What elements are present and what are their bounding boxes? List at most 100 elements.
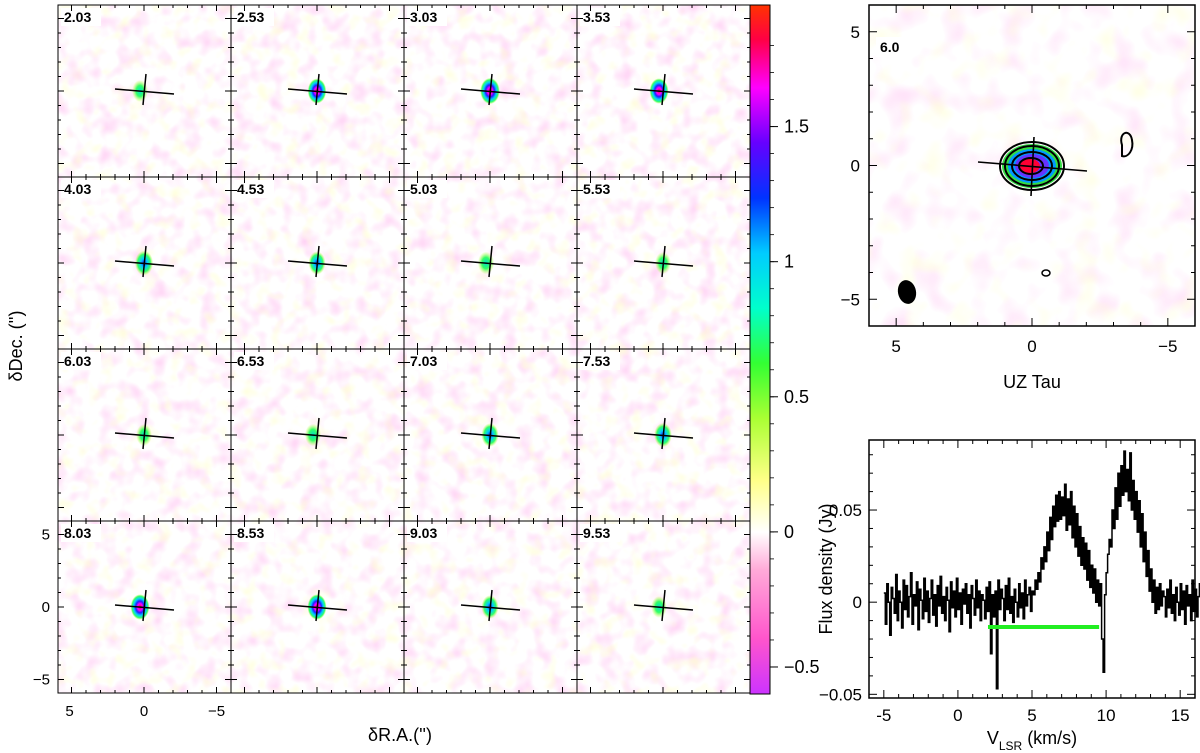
channel-label-box [61,8,101,26]
channel-panel: 2.53 [230,4,405,178]
moment-contour-small [1041,269,1051,277]
channel-velocity-label: 4.53 [237,181,264,197]
channel-ytick-label: 0 [42,599,50,616]
moment-xtick-label: 0 [1027,337,1036,356]
channel-velocity-label: 7.53 [583,353,610,369]
disk-minor-axis [488,417,493,450]
channel-xtick-label: 5 [65,703,73,720]
moment-xtick-label: 5 [891,337,900,356]
spectrum-ytick-label: −0.05 [819,685,862,704]
channel-panel: 7.03 [403,348,578,522]
channel-panel: 6.03 [57,348,232,522]
channel-velocity-label: 6.03 [64,353,91,369]
channel-label-box [580,180,620,198]
channel-ylabel: δDec. ('') [6,311,26,382]
channel-panel: 8.53 [230,520,405,694]
spectrum-line [883,450,1200,690]
moment-ytick-label: 5 [851,23,860,42]
channel-xlabel: δR.A.('') [368,725,432,745]
channel-panel: 3.53 [576,4,751,178]
colorbar-tick-label: 1.5 [784,117,809,137]
disk-minor-axis [661,589,666,622]
channel-panel: 2.03 [57,4,232,178]
disk-minor-axis [142,245,147,278]
channel-velocity-label: 8.53 [237,525,264,541]
channel-panel: 5.03 [403,176,578,350]
channel-velocity-label: 9.53 [583,525,610,541]
channel-velocity-label: 5.03 [410,181,437,197]
channel-panel: 5.53 [576,176,751,350]
channel-label-box [407,180,447,198]
channel-label-box [61,352,101,370]
spectrum-plot-area: -5 0 5 10 15 −0.05 0 0.05 [819,440,1200,725]
moment-disk-minor-axis [1030,136,1035,197]
spectrum-panel: -5 0 5 10 15 −0.05 0 0.05 Flux density (Jy) VLS… [816,439,1200,753]
disk-minor-axis [142,417,147,450]
spectrum-ytick-label: 0.05 [829,501,862,520]
channel-label-box [407,524,447,542]
channel-velocity-label: 3.53 [583,9,610,25]
disk-minor-axis [315,589,320,622]
moment-ytick-label: −5 [841,290,860,309]
colorbar-tick-label: 0 [784,522,794,542]
spectrum-xlabel-sub: LSR [999,739,1023,753]
channel-xtick-label: 0 [140,703,148,720]
disk-minor-axis [315,417,320,450]
disk-minor-axis [661,417,666,450]
moment-ytick-label: 0 [851,157,860,176]
moment-label: 6.0 [880,39,900,55]
moment-map-panel: 6.0 5 5 0 0 −5 −5 UZ Tau [841,4,1196,392]
channel-label-box [61,524,101,542]
beam-ellipse [897,280,917,304]
channel-velocity-label: 4.03 [64,181,91,197]
colorbar-gradient [749,4,771,695]
spectrum-ylabel: Flux density (Jy) [816,503,836,634]
channel-panel: 7.53 [576,348,751,522]
channel-panel: 3.03 [403,4,578,178]
disk-minor-axis [488,589,493,622]
disk-minor-axis [315,245,320,278]
spectrum-xtick-label: 15 [1171,706,1190,725]
channel-panel: 8.03 [57,520,232,694]
channel-label-box [234,352,274,370]
disk-minor-axis [315,73,320,106]
spectrum-frame [868,439,1196,699]
channel-velocity-label: 6.53 [237,353,264,369]
channel-xtick-label: −5 [208,703,225,720]
channel-panel: 4.53 [230,176,405,350]
channel-label-box [234,180,274,198]
disk-minor-axis [142,589,147,622]
channel-label-box [61,180,101,198]
disk-minor-axis [142,73,147,106]
colorbar: −0.5 0 0.5 1 1.5 [749,4,820,695]
moment-label-box [876,37,912,57]
disk-minor-axis [488,245,493,278]
spectrum-xlabel: VLSR (km/s) [987,728,1077,753]
channel-panel: 4.03 [57,176,232,350]
spectrum-xtick-label: 0 [953,706,962,725]
channel-label-box [407,352,447,370]
moment-map-ticks: 5 5 0 0 −5 −5 [841,5,1195,356]
colorbar-tick-label: 0.5 [784,387,809,407]
channel-velocity-label: 2.03 [64,9,91,25]
channel-map-grid: 2.03 2.53 3.03 3.53 4.03 4.53 5.03 5.53 6.03 6.53… [33,4,751,720]
channel-label-box [407,8,447,26]
channel-velocity-label: 9.03 [410,525,437,541]
channel-velocity-label: 2.53 [237,9,264,25]
channel-velocity-label: 5.53 [583,181,610,197]
channel-velocity-label: 3.03 [410,9,437,25]
spectrum-ytick-label: 0 [853,593,862,612]
spectrum-xtick-label: 10 [1097,706,1116,725]
channel-velocity-label: 8.03 [64,525,91,541]
colorbar-tick-label: −0.5 [784,657,820,677]
spectrum-xtick-label: 5 [1027,706,1036,725]
source-name-label: UZ Tau [1003,372,1061,392]
channel-label-box [234,524,274,542]
disk-minor-axis [661,245,666,278]
channel-velocity-label: 7.03 [410,353,437,369]
colorbar-tick-label: 1 [784,252,794,272]
channel-ytick-label: −5 [33,672,50,689]
channel-label-box [580,524,620,542]
spectrum-xlabel-main: V [987,728,999,748]
